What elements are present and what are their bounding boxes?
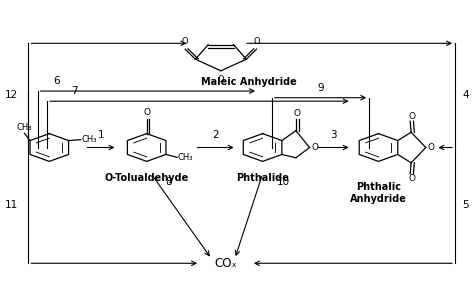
Text: O: O — [143, 108, 150, 117]
Text: O: O — [428, 143, 435, 152]
Text: 8: 8 — [165, 177, 172, 187]
Text: O: O — [253, 37, 260, 46]
Text: O: O — [409, 112, 416, 121]
Text: 11: 11 — [5, 200, 18, 210]
Text: CH₃: CH₃ — [17, 123, 32, 132]
Text: CH₃: CH₃ — [178, 153, 193, 162]
Text: 10: 10 — [276, 177, 290, 187]
Text: Phthalic
Anhydride: Phthalic Anhydride — [350, 182, 407, 204]
Text: 6: 6 — [53, 76, 60, 86]
Text: O-Tolualdehyde: O-Tolualdehyde — [105, 173, 189, 183]
Text: Maleic Anhydride: Maleic Anhydride — [201, 77, 297, 87]
Text: O: O — [311, 143, 319, 152]
Text: 5: 5 — [462, 200, 469, 210]
Text: CH₃: CH₃ — [82, 135, 97, 144]
Text: COₓ: COₓ — [214, 257, 237, 270]
Text: O: O — [182, 37, 189, 46]
Text: Phthalide: Phthalide — [236, 173, 289, 183]
Text: 12: 12 — [5, 90, 18, 100]
Text: 7: 7 — [72, 86, 78, 96]
Text: 2: 2 — [212, 130, 219, 140]
Text: O: O — [218, 75, 224, 84]
Text: O: O — [409, 174, 416, 183]
Text: 9: 9 — [317, 83, 324, 93]
Text: 4: 4 — [462, 90, 469, 100]
Text: O: O — [294, 109, 301, 119]
Text: 1: 1 — [98, 130, 104, 140]
Text: 3: 3 — [330, 130, 337, 140]
